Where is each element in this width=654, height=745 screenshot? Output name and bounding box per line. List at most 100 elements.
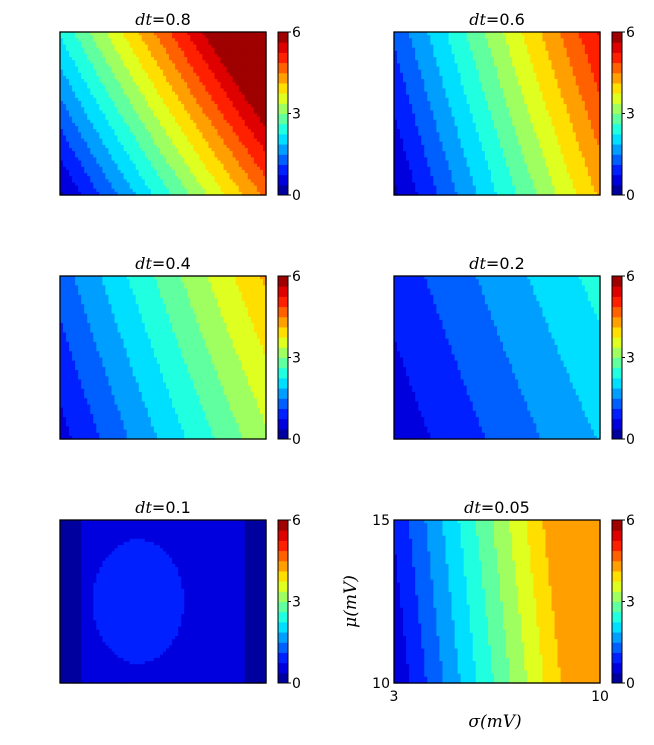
contour-cell (63, 132, 67, 137)
contour-cell (126, 32, 131, 36)
contour-cell (63, 57, 67, 61)
contour-cell (111, 82, 116, 86)
contour-cell (178, 135, 182, 140)
contour-cell (93, 176, 97, 180)
contour-cell (120, 82, 125, 86)
contour-cell (163, 182, 167, 187)
contour-cell (163, 157, 167, 162)
contour-cell (193, 94, 197, 99)
contour-cell (69, 151, 73, 155)
contour-cell (72, 151, 76, 155)
contour-cell (193, 79, 197, 83)
contour-cell (69, 169, 73, 174)
contour-cell (138, 122, 143, 127)
contour-cell (175, 32, 179, 36)
contour-cell (147, 100, 152, 105)
contour-cell (93, 41, 97, 46)
contour-cell (126, 47, 131, 52)
contour-cell (108, 176, 113, 180)
contour-cell (190, 163, 194, 168)
contour-cell (193, 107, 197, 111)
contour-cell (126, 110, 131, 115)
contour-cell (102, 47, 107, 52)
contour-cell (81, 132, 85, 137)
contour-cell (69, 88, 73, 93)
contour-cell (117, 35, 122, 39)
contour-cell (102, 110, 107, 115)
contour-cell (90, 157, 94, 162)
contour-cell (156, 44, 161, 49)
contour-cell (126, 85, 131, 90)
contour-cell (190, 122, 194, 127)
contour-cell (72, 119, 76, 124)
contour-cell (87, 57, 91, 61)
contour-cell (111, 144, 116, 149)
contour-cell (138, 75, 143, 80)
contour-cell (132, 79, 137, 83)
contour-cell (141, 85, 146, 90)
contour-cell (66, 151, 70, 155)
contour-cell (169, 119, 173, 124)
contour-cell (156, 166, 161, 171)
contour-cell (108, 160, 113, 165)
contour-cell (69, 110, 73, 115)
contour-cell (159, 72, 164, 77)
contour-cell (123, 138, 128, 143)
contour-cell (156, 126, 161, 130)
contour-cell (75, 173, 79, 177)
contour-cell (153, 122, 158, 127)
contour-cell (69, 173, 73, 177)
contour-cell (60, 88, 64, 93)
contour-cell (66, 179, 70, 184)
contour-cell (108, 79, 113, 83)
contour-cell (81, 60, 85, 64)
contour-cell (111, 119, 116, 124)
contour-cell (147, 157, 152, 162)
contour-cell (129, 57, 134, 61)
contour-cell (187, 119, 191, 124)
contour-cell (63, 151, 67, 155)
contour-cell (132, 138, 137, 143)
contour-cell (87, 176, 91, 180)
contour-cell (166, 97, 170, 102)
contour-cell (141, 147, 146, 152)
contour-cell (150, 60, 155, 64)
contour-cell (147, 88, 152, 93)
contour-cell (99, 69, 104, 74)
contour-cell (99, 38, 104, 42)
contour-cell (84, 82, 88, 86)
contour-cell (108, 147, 113, 152)
contour-cell (129, 44, 134, 49)
contour-cell (129, 88, 134, 93)
contour-cell (147, 116, 152, 121)
contour-cell (187, 179, 191, 184)
contour-cell (150, 147, 155, 152)
contour-cell (123, 113, 128, 118)
contour-cell (193, 185, 197, 190)
contour-cell (156, 100, 161, 105)
contour-cell (163, 129, 167, 133)
contour-cell (84, 141, 88, 146)
contour-cell (102, 135, 107, 140)
contour-cell (159, 132, 164, 137)
contour-cell (144, 88, 149, 93)
contour-cell (169, 88, 173, 93)
contour-cell (138, 94, 143, 99)
contour-cell (93, 169, 97, 174)
contour-cell (105, 41, 110, 46)
contour-cell (117, 179, 122, 184)
contour-cell (181, 116, 185, 121)
contour-cell (63, 60, 67, 64)
contour-cell (69, 122, 73, 127)
contour-cell (90, 176, 94, 180)
contour-cell (81, 126, 85, 130)
contour-cell (87, 85, 91, 90)
contour-cell (66, 94, 70, 99)
contour-cell (178, 72, 182, 77)
contour-cell (114, 191, 119, 196)
contour-cell (117, 191, 122, 196)
contour-cell (66, 110, 70, 115)
contour-cell (93, 160, 97, 165)
contour-cell (111, 72, 116, 77)
contour-cell (193, 60, 197, 64)
